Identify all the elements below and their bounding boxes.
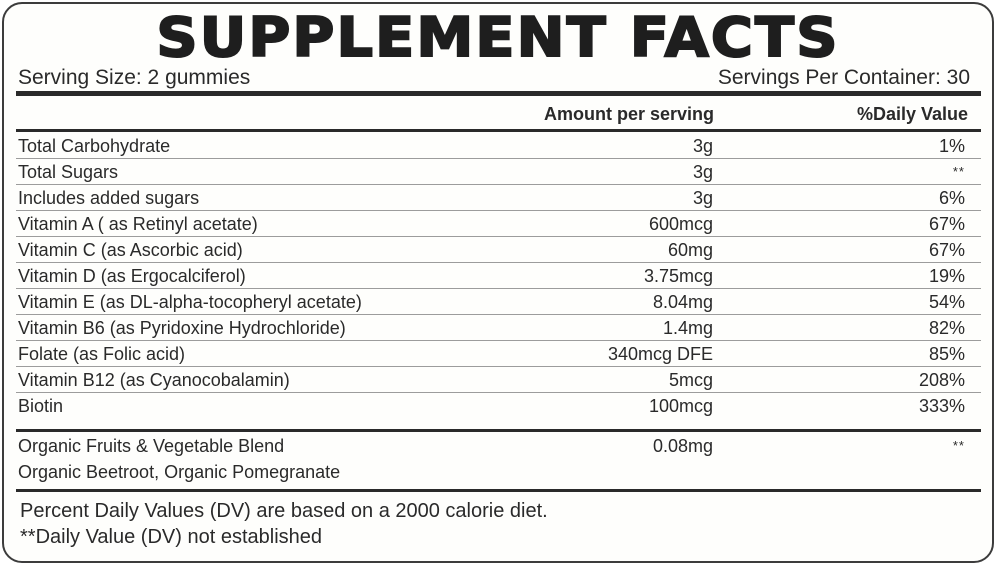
nutrient-amount: 5mcg — [668, 370, 713, 390]
table-row: Vitamin A ( as Retinyl acetate) 600mcg 6… — [16, 211, 981, 237]
nutrient-daily-value: 19% — [928, 266, 965, 286]
divider-thick-top — [16, 91, 981, 96]
nutrient-amount: 100mcg — [648, 396, 713, 416]
nutrient-daily-value: 333% — [918, 396, 965, 416]
blend-name: Organic Fruits & Vegetable Blend — [18, 436, 285, 456]
nutrient-amount: 1.4mg — [662, 318, 713, 338]
nutrient-name: Vitamin A ( as Retinyl acetate) — [18, 214, 258, 234]
nutrient-name: Vitamin B12 (as Cyanocobalamin) — [18, 370, 290, 390]
table-row: Vitamin B6 (as Pyridoxine Hydrochloride)… — [16, 315, 981, 341]
nutrient-name: Total Sugars — [18, 162, 119, 182]
table-row: Vitamin D (as Ergocalciferol) 3.75mcg 19… — [16, 263, 981, 289]
nutrient-daily-value: ** — [952, 164, 965, 179]
footnote-dv-basis: Percent Daily Values (DV) are based on a… — [20, 500, 548, 522]
blend-amount: 0.08mg — [652, 436, 713, 456]
nutrient-amount: 3g — [692, 162, 713, 182]
nutrient-amount: 8.04mg — [652, 292, 713, 312]
nutrient-daily-value: 85% — [928, 344, 965, 364]
nutrient-name: Includes added sugars — [18, 188, 200, 208]
panel-title: SUPPLEMENT FACTS — [155, 6, 840, 69]
nutrient-daily-value: 67% — [928, 214, 965, 234]
nutrient-amount: 600mcg — [648, 214, 713, 234]
table-row: Includes added sugars 3g 6% — [16, 185, 981, 211]
table-row: Biotin 100mcg 333% — [16, 393, 981, 419]
nutrient-name: Folate (as Folic acid) — [18, 344, 186, 364]
divider-header — [16, 129, 981, 132]
column-header-amount: Amount per serving — [543, 104, 714, 124]
table-row: Vitamin B12 (as Cyanocobalamin) 5mcg 208… — [16, 367, 981, 393]
divider-footnotes — [16, 489, 981, 492]
nutrient-table: Total Carbohydrate 3g 1% Total Sugars 3g… — [16, 133, 981, 419]
serving-size: Serving Size: 2 gummies — [18, 66, 251, 89]
table-row: Vitamin C (as Ascorbic acid) 60mg 67% — [16, 237, 981, 263]
nutrient-name: Total Carbohydrate — [18, 136, 171, 156]
column-header-daily-value: %Daily Value — [856, 104, 968, 124]
footnotes: Percent Daily Values (DV) are based on a… — [20, 498, 548, 550]
nutrient-name: Vitamin E (as DL-alpha-tocopheryl acetat… — [18, 292, 362, 312]
nutrient-daily-value: 1% — [938, 136, 965, 156]
nutrient-daily-value: 6% — [938, 188, 965, 208]
nutrient-daily-value: 54% — [928, 292, 965, 312]
nutrient-amount: 3g — [692, 136, 713, 156]
nutrient-amount: 3g — [692, 188, 713, 208]
nutrient-name: Vitamin D (as Ergocalciferol) — [18, 266, 246, 286]
divider-blend — [16, 429, 981, 432]
nutrient-amount: 60mg — [667, 240, 713, 260]
nutrient-name: Vitamin C (as Ascorbic acid) — [18, 240, 243, 260]
nutrient-daily-value: 82% — [928, 318, 965, 338]
nutrient-amount: 3.75mcg — [643, 266, 713, 286]
table-row: Folate (as Folic acid) 340mcg DFE 85% — [16, 341, 981, 367]
table-row: Total Carbohydrate 3g 1% — [16, 133, 981, 159]
nutrient-name: Vitamin B6 (as Pyridoxine Hydrochloride) — [18, 318, 346, 338]
table-row: Total Sugars 3g ** — [16, 159, 981, 185]
blend-ingredients: Organic Beetroot, Organic Pomegranate — [18, 462, 341, 482]
table-row: Vitamin E (as DL-alpha-tocopheryl acetat… — [16, 289, 981, 315]
nutrient-daily-value: 67% — [928, 240, 965, 260]
blend-daily-value: ** — [952, 438, 965, 453]
nutrient-amount: 340mcg DFE — [607, 344, 713, 364]
servings-per-container: Servings Per Container: 30 — [717, 66, 970, 89]
nutrient-daily-value: 208% — [918, 370, 965, 390]
nutrient-name: Biotin — [18, 396, 64, 416]
footnote-dv-not-established: **Daily Value (DV) not established — [20, 526, 323, 548]
proprietary-blend: Organic Fruits & Vegetable Blend Organic… — [16, 433, 981, 487]
serving-info: Serving Size: 2 gummies Servings Per Con… — [18, 64, 970, 92]
